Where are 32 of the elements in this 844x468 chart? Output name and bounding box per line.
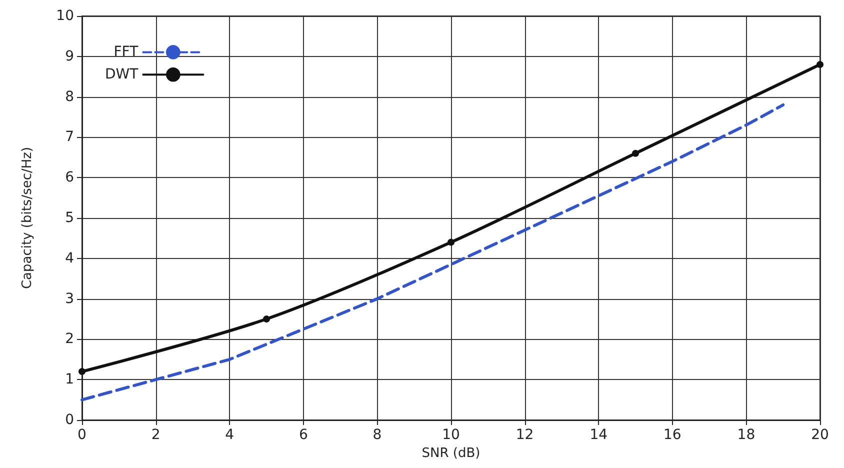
y-tick-label: 10 — [56, 8, 74, 24]
point — [816, 60, 824, 68]
y-tick-label: 7 — [65, 129, 74, 146]
point — [78, 368, 86, 376]
x-tick-label: 4 — [225, 427, 234, 443]
x-tick-label: 10 — [442, 427, 460, 443]
legend-label: FFT — [114, 44, 139, 60]
y-tick-label: 4 — [65, 250, 74, 266]
x-tick-label: 0 — [78, 427, 86, 443]
point — [632, 150, 639, 157]
legend-label: DWT — [104, 66, 139, 83]
y-tick-label: 5 — [65, 210, 74, 226]
y-tick-label: 0 — [65, 412, 74, 428]
y-tick-label: 9 — [65, 48, 74, 64]
y-tick-label: 3 — [65, 290, 74, 307]
x-tick-label: 14 — [590, 427, 608, 443]
x-tick-label: 2 — [151, 427, 160, 443]
x-tick-label: 8 — [372, 427, 382, 443]
x-tick-label: 12 — [516, 427, 534, 443]
point — [263, 316, 270, 322]
x-tick-label: 6 — [298, 427, 308, 443]
y-tick-label: 1 — [65, 372, 74, 388]
x-tick-label: 18 — [737, 427, 756, 443]
x-tick-label: 20 — [811, 427, 829, 443]
x-tick-label: 16 — [663, 427, 682, 443]
point — [448, 238, 454, 246]
line-series — [80, 103, 785, 402]
y-axis-title: Capacity (bits/sec/Hz) — [20, 146, 35, 290]
x-axis-title: SNR (dB) — [422, 446, 480, 461]
y-tick-label: 8 — [65, 88, 74, 105]
y-tick-label: 6 — [65, 170, 74, 186]
y-tick-label: 2 — [65, 331, 74, 348]
